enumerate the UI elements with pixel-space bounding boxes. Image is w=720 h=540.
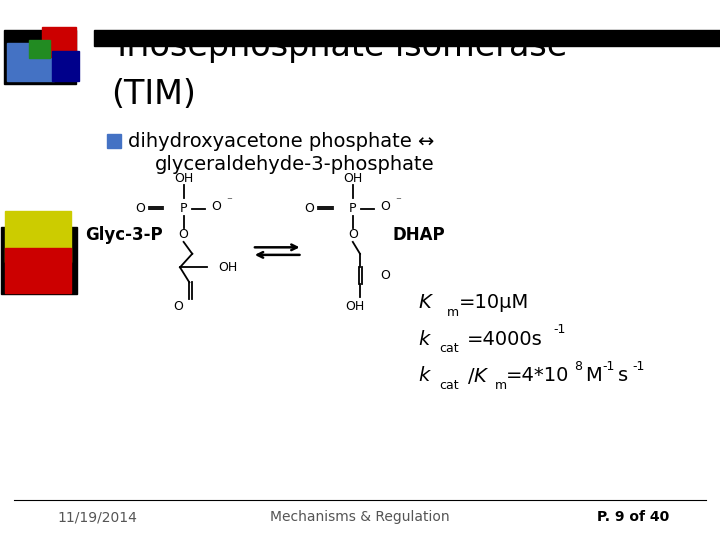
Text: O: O [305, 202, 315, 215]
Text: -1: -1 [553, 323, 565, 336]
Text: (TIM): (TIM) [112, 78, 197, 111]
Text: m: m [446, 306, 459, 319]
Text: M: M [585, 366, 601, 386]
Bar [4, 30, 76, 84]
Bar [1, 227, 77, 294]
Bar [7, 43, 54, 81]
Bar [29, 40, 50, 58]
Text: OH: OH [218, 261, 238, 274]
Text: ⁻: ⁻ [395, 197, 401, 206]
Text: DHAP: DHAP [392, 226, 445, 244]
Text: Glyc-3-P: Glyc-3-P [85, 226, 163, 244]
Text: P: P [349, 202, 356, 215]
Text: O: O [348, 228, 358, 241]
Text: cat: cat [439, 379, 459, 392]
Text: OH: OH [343, 172, 362, 185]
Text: OH: OH [346, 300, 365, 313]
Bar [107, 134, 121, 148]
Text: =4000s: =4000s [467, 329, 542, 349]
Text: O: O [380, 200, 390, 213]
Text: s: s [618, 366, 628, 386]
Text: O: O [380, 269, 390, 282]
Text: glyceraldehyde-3-phosphate: glyceraldehyde-3-phosphate [155, 155, 434, 174]
Text: O: O [173, 300, 183, 313]
Text: /$\it{K}$: /$\it{K}$ [467, 366, 489, 386]
Text: ⁻: ⁻ [226, 197, 232, 206]
Text: m: m [495, 379, 508, 392]
Bar [94, 30, 720, 46]
Text: $\it{k}$: $\it{k}$ [418, 329, 431, 349]
Text: 8: 8 [575, 360, 582, 373]
Bar [5, 211, 71, 262]
Text: =10μM: =10μM [459, 293, 530, 312]
Text: =4*10: =4*10 [505, 366, 569, 386]
Text: O: O [211, 200, 221, 213]
Text: Triosephosphate isomerase: Triosephosphate isomerase [112, 30, 568, 63]
Bar [52, 51, 79, 81]
Bar [42, 27, 76, 57]
Text: O: O [179, 228, 189, 241]
Text: $\it{K}$: $\it{K}$ [418, 293, 433, 312]
Text: -1: -1 [602, 360, 614, 373]
Text: cat: cat [439, 342, 459, 355]
Bar [5, 248, 71, 293]
Text: O: O [135, 202, 145, 215]
Text: 11/19/2014: 11/19/2014 [58, 510, 138, 524]
Text: Mechanisms & Regulation: Mechanisms & Regulation [270, 510, 450, 524]
Text: OH: OH [174, 172, 193, 185]
Text: dihydroxyacetone phosphate ↔: dihydroxyacetone phosphate ↔ [128, 132, 435, 151]
Text: P: P [180, 202, 187, 215]
Text: P. 9 of 40: P. 9 of 40 [598, 510, 670, 524]
Text: $\it{k}$: $\it{k}$ [418, 366, 431, 386]
Text: -1: -1 [632, 360, 644, 373]
